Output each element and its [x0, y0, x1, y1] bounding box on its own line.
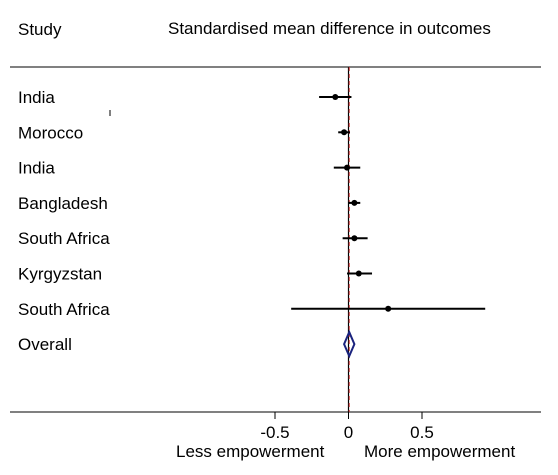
study-label: Bangladesh: [18, 194, 108, 213]
study-row: India: [18, 159, 361, 178]
x-tick-label: 0.5: [410, 423, 434, 442]
study-column-header: Study: [18, 20, 62, 39]
point-estimate: [341, 129, 348, 136]
study-row: South Africa: [18, 229, 368, 248]
x-axis-ticks: -0.5 0 0.5: [260, 412, 434, 442]
point-estimate: [385, 305, 392, 312]
study-row: Morocco: [18, 123, 350, 142]
point-estimate: [332, 94, 339, 100]
x-label-less-empowerment: Less empowerment: [176, 442, 325, 461]
overall-label: Overall: [18, 335, 72, 354]
x-label-more-empowerment: More empowerment: [364, 442, 515, 461]
point-estimate: [351, 199, 358, 206]
study-label: India: [18, 88, 55, 107]
overall-diamond: [343, 329, 356, 359]
study-row: Bangladesh: [18, 194, 361, 213]
effect-column-header: Standardised mean difference in outcomes: [168, 19, 491, 38]
x-tick-label: -0.5: [260, 423, 289, 442]
study-label: South Africa: [18, 300, 110, 319]
study-row: India: [18, 88, 352, 107]
study-row: South Africa: [18, 300, 486, 319]
study-label: South Africa: [18, 229, 110, 248]
point-estimate: [355, 270, 362, 277]
study-label: India: [18, 159, 55, 178]
point-estimate: [351, 235, 358, 242]
study-label: Morocco: [18, 123, 83, 142]
point-estimate: [344, 164, 351, 171]
study-row: Kyrgyzstan: [18, 265, 373, 284]
study-rows: India Morocco India Bangladesh South Africa K…: [18, 88, 486, 354]
study-label: Kyrgyzstan: [18, 265, 102, 284]
x-tick-label: 0: [344, 423, 353, 442]
